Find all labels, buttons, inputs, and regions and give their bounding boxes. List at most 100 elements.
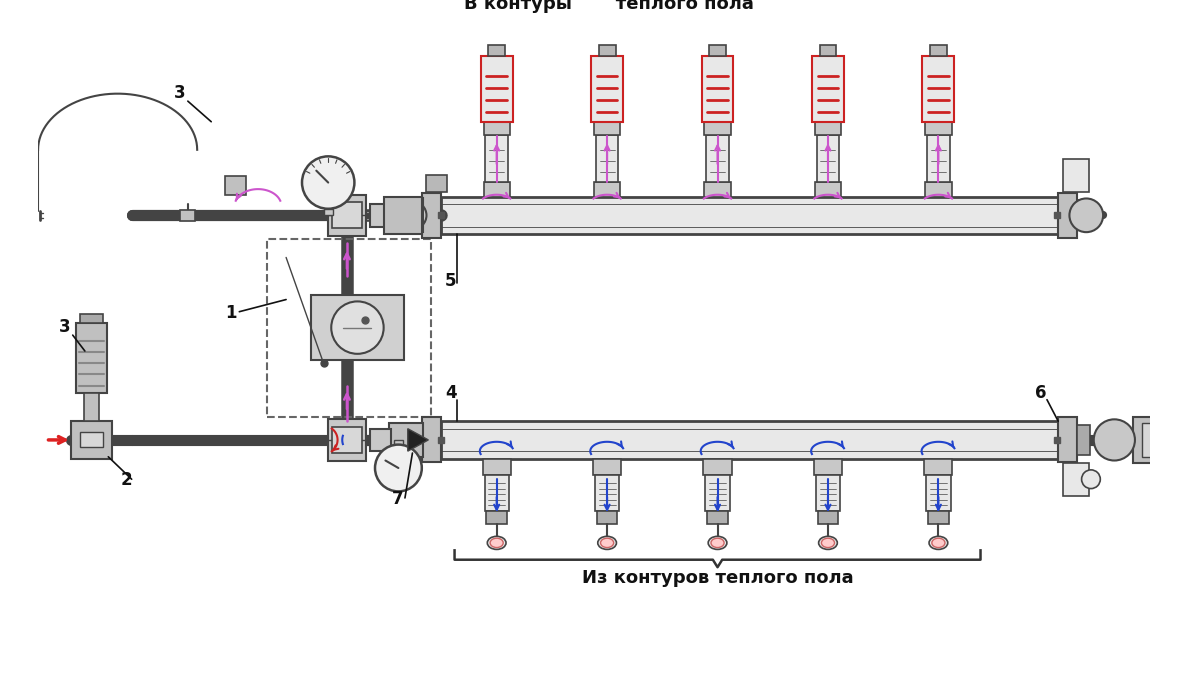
Bar (1063, 159, 1089, 192)
Bar (76, 323, 107, 393)
Bar (815, 121, 841, 135)
Bar (1059, 418, 1076, 462)
Bar (267, 239, 431, 416)
Circle shape (1069, 198, 1104, 232)
Bar (481, 56, 512, 121)
Ellipse shape (710, 538, 725, 548)
Bar (817, 511, 839, 524)
Text: В контуры       теплого пола: В контуры теплого пола (463, 0, 754, 13)
Ellipse shape (708, 536, 727, 550)
Bar (814, 459, 842, 475)
Bar (707, 135, 728, 182)
Bar (594, 182, 620, 196)
Text: 1: 1 (226, 304, 236, 322)
Bar (706, 475, 729, 511)
Bar (371, 429, 391, 451)
Bar (441, 196, 1059, 234)
Ellipse shape (491, 538, 504, 548)
Bar (704, 121, 731, 135)
Bar (704, 182, 731, 196)
Circle shape (398, 201, 426, 229)
Bar (323, 209, 333, 215)
Bar (1101, 427, 1127, 453)
Text: Из контуров теплого пола: Из контуров теплого пола (582, 569, 853, 587)
Bar (596, 135, 618, 182)
Bar (1133, 416, 1175, 464)
Bar (484, 121, 510, 135)
Bar (388, 423, 423, 457)
Bar (1063, 464, 1089, 496)
Bar (385, 196, 422, 234)
Bar (422, 418, 441, 462)
Bar (328, 419, 366, 461)
Ellipse shape (929, 536, 948, 550)
Bar (928, 511, 949, 524)
Ellipse shape (487, 536, 506, 550)
Bar (482, 459, 511, 475)
Text: 3: 3 (58, 319, 70, 337)
Bar (486, 135, 508, 182)
Bar (595, 475, 619, 511)
Text: 2: 2 (120, 471, 132, 489)
Bar (485, 475, 508, 511)
Bar (426, 175, 447, 192)
Bar (486, 511, 507, 524)
Bar (441, 421, 1059, 459)
Bar (388, 198, 423, 232)
Bar (331, 427, 362, 453)
Bar (1143, 423, 1165, 457)
Bar (81, 432, 102, 448)
Bar (820, 45, 836, 56)
Circle shape (302, 156, 354, 209)
Bar (71, 421, 112, 459)
Bar (596, 511, 618, 524)
Bar (181, 210, 195, 221)
Bar (924, 459, 953, 475)
Bar (592, 56, 623, 121)
Circle shape (331, 301, 384, 354)
Text: 7: 7 (392, 489, 404, 507)
Bar (393, 440, 403, 445)
Circle shape (1081, 470, 1100, 489)
Bar (925, 121, 952, 135)
Bar (1076, 425, 1091, 455)
Bar (816, 475, 840, 511)
Bar (484, 182, 510, 196)
Bar (925, 182, 952, 196)
Bar (422, 193, 441, 238)
Circle shape (375, 445, 422, 491)
Polygon shape (407, 429, 429, 451)
Ellipse shape (931, 538, 944, 548)
Bar (1076, 201, 1091, 230)
Text: 4: 4 (446, 384, 457, 402)
Bar (226, 176, 246, 195)
Ellipse shape (598, 536, 617, 550)
Ellipse shape (821, 538, 834, 548)
Bar (331, 202, 362, 228)
Bar (815, 182, 841, 196)
Bar (923, 56, 954, 121)
Bar (488, 45, 505, 56)
Bar (84, 393, 99, 421)
Bar (816, 135, 839, 182)
Text: 3: 3 (173, 85, 185, 102)
Bar (310, 295, 404, 360)
Bar (927, 135, 949, 182)
Bar (81, 314, 102, 323)
Ellipse shape (819, 536, 838, 550)
Bar (1059, 193, 1076, 238)
Bar (709, 45, 726, 56)
Bar (328, 195, 366, 236)
Bar (707, 511, 728, 524)
Bar (371, 204, 391, 226)
Bar (593, 459, 621, 475)
Ellipse shape (601, 538, 614, 548)
Bar (594, 121, 620, 135)
Text: 5: 5 (446, 271, 456, 289)
Bar (702, 56, 733, 121)
Bar (927, 475, 950, 511)
Bar (599, 45, 615, 56)
Bar (930, 45, 947, 56)
Text: 6: 6 (1035, 384, 1047, 402)
Bar (813, 56, 843, 121)
